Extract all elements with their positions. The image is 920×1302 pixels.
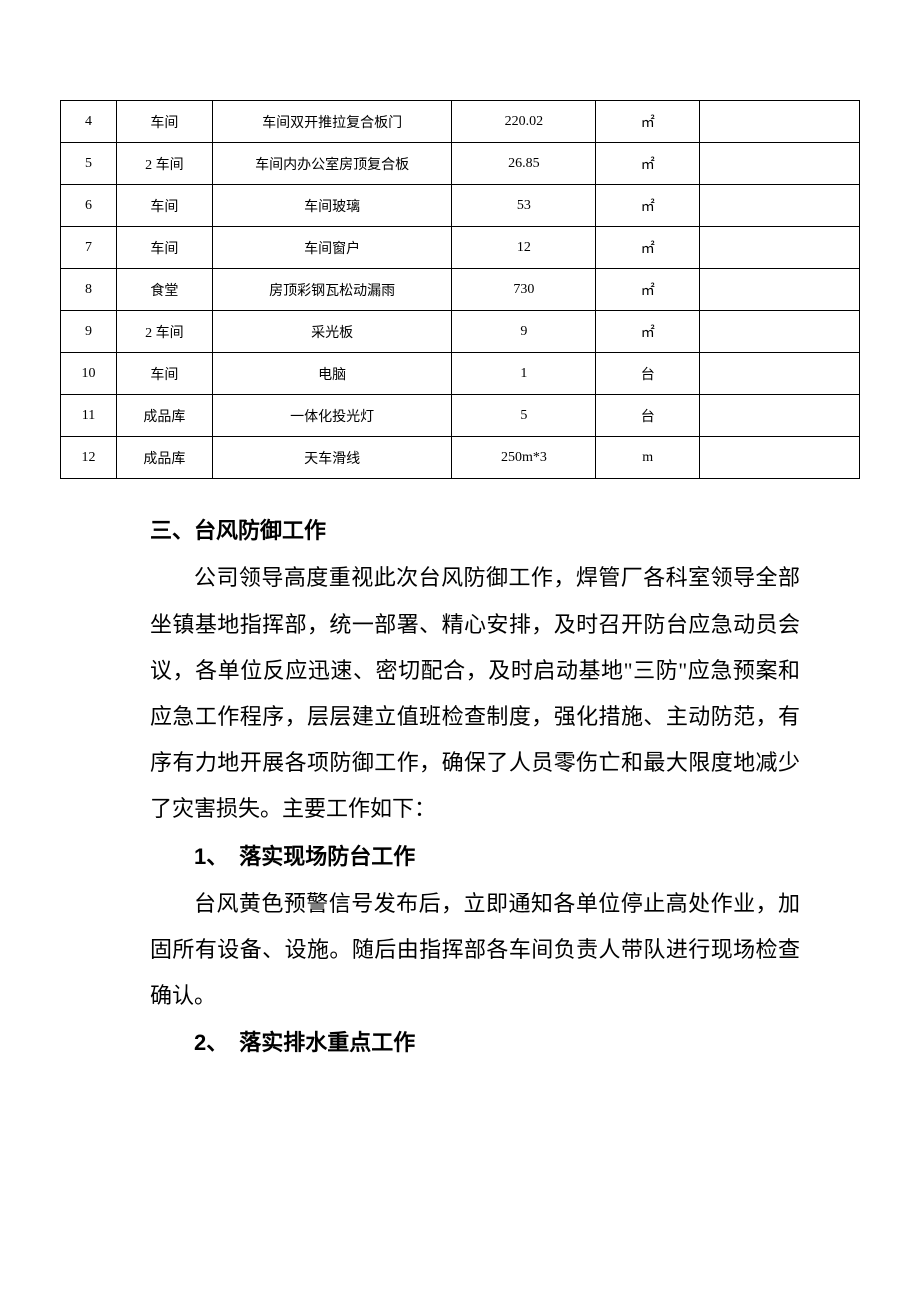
table-body: 4 车间 车间双开推拉复合板门 220.02 ㎡ 5 2 车间 车间内办公室房顶… <box>61 101 860 479</box>
cell-item: 电脑 <box>212 353 452 395</box>
cell-location: 车间 <box>116 101 212 143</box>
cell-qty: 5 <box>452 395 596 437</box>
cell-item: 车间双开推拉复合板门 <box>212 101 452 143</box>
cell-unit: ㎡ <box>596 269 700 311</box>
subsection-heading-2: 2、落实排水重点工作 <box>150 1019 800 1067</box>
cell-unit: ㎡ <box>596 185 700 227</box>
cell-num: 7 <box>61 227 117 269</box>
cell-item: 一体化投光灯 <box>212 395 452 437</box>
cell-qty: 53 <box>452 185 596 227</box>
cell-qty: 12 <box>452 227 596 269</box>
cell-num: 12 <box>61 437 117 479</box>
table-row: 7 车间 车间窗户 12 ㎡ <box>61 227 860 269</box>
cell-note <box>700 395 860 437</box>
cell-unit: m <box>596 437 700 479</box>
document-body: 三、台风防御工作 公司领导高度重视此次台风防御工作，焊管厂各科室领导全部坐镇基地… <box>60 507 860 1068</box>
cell-note <box>700 227 860 269</box>
sub-num: 1、 <box>194 844 228 869</box>
cell-note <box>700 353 860 395</box>
cell-qty: 1 <box>452 353 596 395</box>
table-row: 5 2 车间 车间内办公室房顶复合板 26.85 ㎡ <box>61 143 860 185</box>
table-row: 11 成品库 一体化投光灯 5 台 <box>61 395 860 437</box>
cell-num: 9 <box>61 311 117 353</box>
cell-note <box>700 143 860 185</box>
cell-location: 2 车间 <box>116 311 212 353</box>
cell-note <box>700 101 860 143</box>
table-row: 10 车间 电脑 1 台 <box>61 353 860 395</box>
sub-title: 落实排水重点工作 <box>239 1030 415 1055</box>
cell-qty: 220.02 <box>452 101 596 143</box>
cell-location: 2 车间 <box>116 143 212 185</box>
section-heading-3: 三、台风防御工作 <box>150 507 800 555</box>
cell-qty: 9 <box>452 311 596 353</box>
cell-num: 5 <box>61 143 117 185</box>
cell-qty: 730 <box>452 269 596 311</box>
table-row: 9 2 车间 采光板 9 ㎡ <box>61 311 860 353</box>
cell-qty: 26.85 <box>452 143 596 185</box>
cell-item: 房顶彩钢瓦松动漏雨 <box>212 269 452 311</box>
sub-num: 2、 <box>194 1030 228 1055</box>
cell-num: 11 <box>61 395 117 437</box>
cell-item: 天车滑线 <box>212 437 452 479</box>
cell-note <box>700 437 860 479</box>
cell-unit: ㎡ <box>596 311 700 353</box>
section-3-paragraph: 公司领导高度重视此次台风防御工作，焊管厂各科室领导全部坐镇基地指挥部，统一部署、… <box>150 555 800 832</box>
cell-num: 8 <box>61 269 117 311</box>
cell-unit: ㎡ <box>596 101 700 143</box>
cell-unit: ㎡ <box>596 143 700 185</box>
table-row: 4 车间 车间双开推拉复合板门 220.02 ㎡ <box>61 101 860 143</box>
cell-location: 成品库 <box>116 395 212 437</box>
cell-location: 食堂 <box>116 269 212 311</box>
sub-title: 落实现场防台工作 <box>239 844 415 869</box>
table-row: 6 车间 车间玻璃 53 ㎡ <box>61 185 860 227</box>
cell-location: 车间 <box>116 227 212 269</box>
cell-qty: 250m*3 <box>452 437 596 479</box>
cell-location: 车间 <box>116 185 212 227</box>
cell-unit: 台 <box>596 395 700 437</box>
table-row: 8 食堂 房顶彩钢瓦松动漏雨 730 ㎡ <box>61 269 860 311</box>
cell-unit: 台 <box>596 353 700 395</box>
cell-note <box>700 311 860 353</box>
cell-num: 6 <box>61 185 117 227</box>
cell-location: 车间 <box>116 353 212 395</box>
cell-location: 成品库 <box>116 437 212 479</box>
cell-note <box>700 269 860 311</box>
cell-item: 采光板 <box>212 311 452 353</box>
subsection-1-paragraph: 台风黄色预警信号发布后，立即通知各单位停止高处作业，加固所有设备、设施。随后由指… <box>150 881 800 1020</box>
cell-num: 10 <box>61 353 117 395</box>
table-row: 12 成品库 天车滑线 250m*3 m <box>61 437 860 479</box>
cell-unit: ㎡ <box>596 227 700 269</box>
cell-item: 车间玻璃 <box>212 185 452 227</box>
cell-note <box>700 185 860 227</box>
subsection-heading-1: 1、落实现场防台工作 <box>150 833 800 881</box>
cell-item: 车间窗户 <box>212 227 452 269</box>
cell-item: 车间内办公室房顶复合板 <box>212 143 452 185</box>
damage-table: 4 车间 车间双开推拉复合板门 220.02 ㎡ 5 2 车间 车间内办公室房顶… <box>60 100 860 479</box>
cell-num: 4 <box>61 101 117 143</box>
